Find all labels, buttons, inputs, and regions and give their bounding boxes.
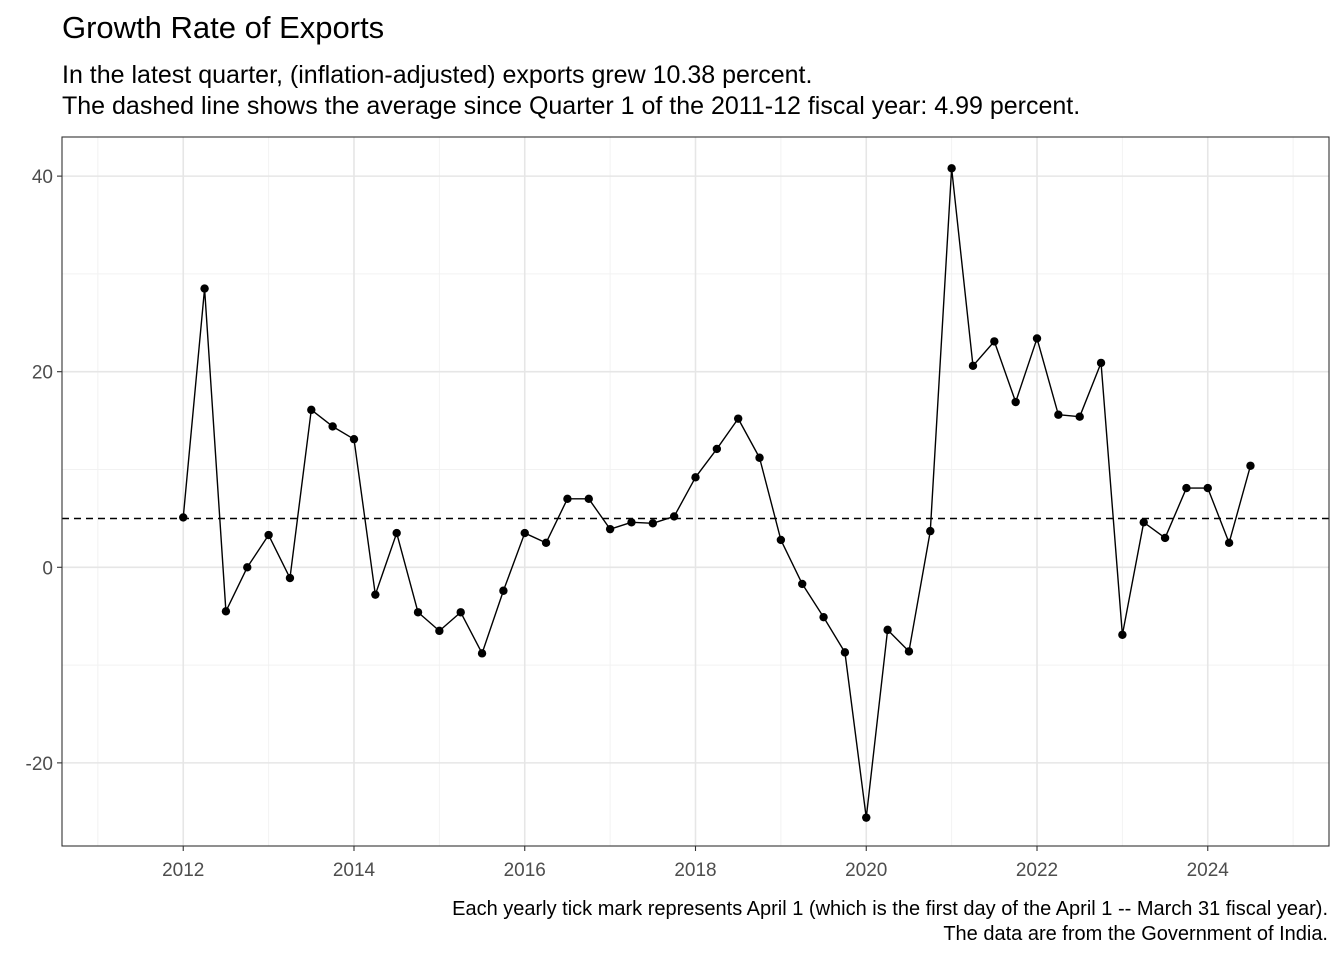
data-point [584, 494, 593, 504]
x-tick-label: 2012 [162, 860, 204, 881]
data-point [520, 528, 529, 538]
caption-line-1: Each yearly tick mark represents April 1… [452, 898, 1328, 920]
axis-tick-labels: 2012 2014 2016 2018 2020 2022 2024 -20 0 20 40 [26, 167, 1230, 881]
axis-ticks [57, 175, 1209, 851]
data-point [1224, 538, 1234, 548]
data-point [1032, 334, 1042, 343]
data-point [1075, 412, 1084, 421]
data-point [477, 649, 487, 658]
series-group [179, 164, 1255, 822]
data-point [1011, 397, 1020, 407]
y-tick-label: 20 [32, 363, 53, 384]
data-point [285, 573, 295, 583]
data-point [669, 512, 679, 521]
data-point [627, 518, 636, 527]
data-point [371, 590, 380, 599]
data-point [1203, 483, 1212, 493]
data-point [435, 626, 444, 636]
data-point [968, 361, 978, 371]
data-point [563, 494, 572, 504]
data-point [264, 530, 273, 540]
data-point [798, 579, 807, 589]
data-point [840, 648, 850, 657]
data-point [1096, 358, 1106, 368]
data-point [328, 422, 337, 431]
data-point [904, 647, 914, 656]
data-point [456, 608, 465, 617]
data-point [179, 513, 188, 522]
data-point [221, 607, 231, 616]
data-point [1160, 533, 1170, 543]
caption-line-2: The data are from the Government of Indi… [943, 923, 1328, 945]
data-point [499, 586, 508, 595]
data-point [1139, 518, 1148, 527]
y-tick-label: 40 [32, 167, 53, 188]
data-point [755, 453, 764, 462]
chart-subtitle: In the latest quarter, (inflation-adjust… [62, 60, 1080, 122]
data-point [200, 284, 209, 293]
x-tick-label: 2020 [845, 860, 887, 881]
data-point [413, 608, 423, 617]
x-tick-label: 2022 [1016, 860, 1058, 881]
data-point [947, 164, 956, 173]
series-line [182, 167, 1252, 819]
data-point [733, 414, 743, 423]
data-point [1246, 461, 1255, 470]
y-tick-label: 0 [42, 558, 53, 579]
data-point [648, 519, 658, 528]
data-point [691, 473, 700, 482]
subtitle-line-2: The dashed line shows the average since … [62, 92, 1081, 120]
data-point [605, 524, 615, 534]
y-tick-label: -20 [26, 754, 53, 775]
subtitle-line-1: In the latest quarter, (inflation-adjust… [62, 61, 813, 89]
data-point [990, 337, 999, 346]
data-point [307, 405, 316, 415]
x-tick-label: 2024 [1187, 860, 1230, 881]
data-point [349, 434, 359, 444]
data-point [776, 535, 786, 545]
data-point [243, 563, 252, 572]
x-tick-label: 2016 [504, 860, 546, 881]
data-point [1182, 483, 1191, 493]
data-point [819, 612, 828, 622]
data-point [1054, 410, 1063, 419]
data-point [883, 625, 892, 635]
data-point [541, 538, 551, 548]
chart-title: Growth Rate of Exports [62, 10, 385, 45]
x-tick-label: 2014 [333, 860, 376, 881]
chart-caption: Each yearly tick mark represents April 1… [452, 897, 1328, 947]
data-point [392, 528, 401, 538]
x-tick-label: 2018 [674, 860, 716, 881]
data-point [712, 444, 722, 454]
data-point [926, 526, 935, 536]
major-gridlines [62, 137, 1329, 846]
data-point [862, 813, 871, 822]
data-point [1118, 630, 1127, 639]
